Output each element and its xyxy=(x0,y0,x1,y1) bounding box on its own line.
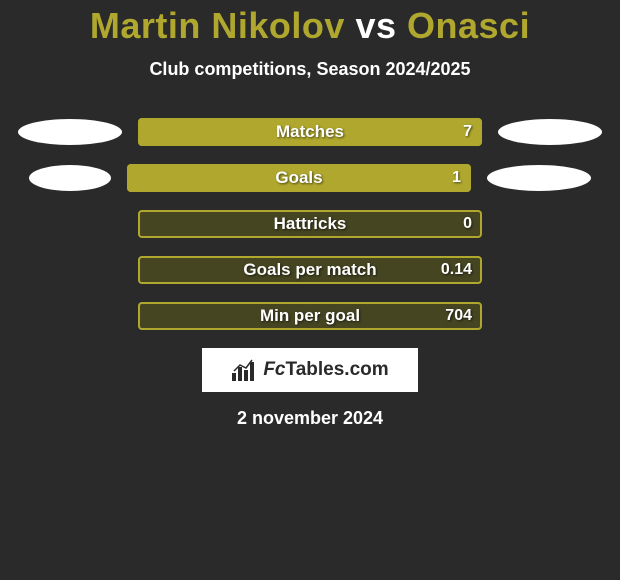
stat-value: 704 xyxy=(445,307,472,325)
stat-label: Hattricks xyxy=(274,214,347,234)
stat-value: 7 xyxy=(463,123,472,141)
stat-row: Goals 1 xyxy=(0,164,620,192)
stat-label: Min per goal xyxy=(260,306,360,326)
date: 2 november 2024 xyxy=(0,408,620,429)
stat-value: 1 xyxy=(452,169,461,187)
stat-label: Goals xyxy=(275,168,322,188)
stat-label: Matches xyxy=(276,122,344,142)
stat-row: Min per goal 704 xyxy=(0,302,620,330)
right-ellipse xyxy=(498,119,602,145)
logo-text: FcTables.com xyxy=(263,359,388,381)
vs-separator: vs xyxy=(355,5,396,46)
stat-row: Matches 7 xyxy=(0,118,620,146)
left-ellipse xyxy=(18,119,122,145)
subtitle: Club competitions, Season 2024/2025 xyxy=(0,59,620,80)
bars-icon xyxy=(231,359,259,381)
stat-value: 0 xyxy=(463,215,472,233)
stat-bar: Matches 7 xyxy=(138,118,482,146)
stat-bar: Goals per match 0.14 xyxy=(138,256,482,284)
player1-name: Martin Nikolov xyxy=(90,5,345,46)
stat-bar: Goals 1 xyxy=(127,164,471,192)
logo: FcTables.com xyxy=(231,359,388,381)
left-ellipse xyxy=(29,165,111,191)
stats-container: Matches 7 Goals 1 Hattricks 0 Goals per match 0… xyxy=(0,118,620,330)
stat-row: Goals per match 0.14 xyxy=(0,256,620,284)
comparison-card: Martin Nikolov vs Onasci Club competitio… xyxy=(0,0,620,429)
stat-value: 0.14 xyxy=(441,261,472,279)
stat-bar: Min per goal 704 xyxy=(138,302,482,330)
right-ellipse xyxy=(487,165,591,191)
stat-label: Goals per match xyxy=(243,260,376,280)
stat-row: Hattricks 0 xyxy=(0,210,620,238)
page-title: Martin Nikolov vs Onasci xyxy=(0,5,620,47)
stat-bar: Hattricks 0 xyxy=(138,210,482,238)
logo-box: FcTables.com xyxy=(202,348,418,392)
player2-name: Onasci xyxy=(407,5,530,46)
